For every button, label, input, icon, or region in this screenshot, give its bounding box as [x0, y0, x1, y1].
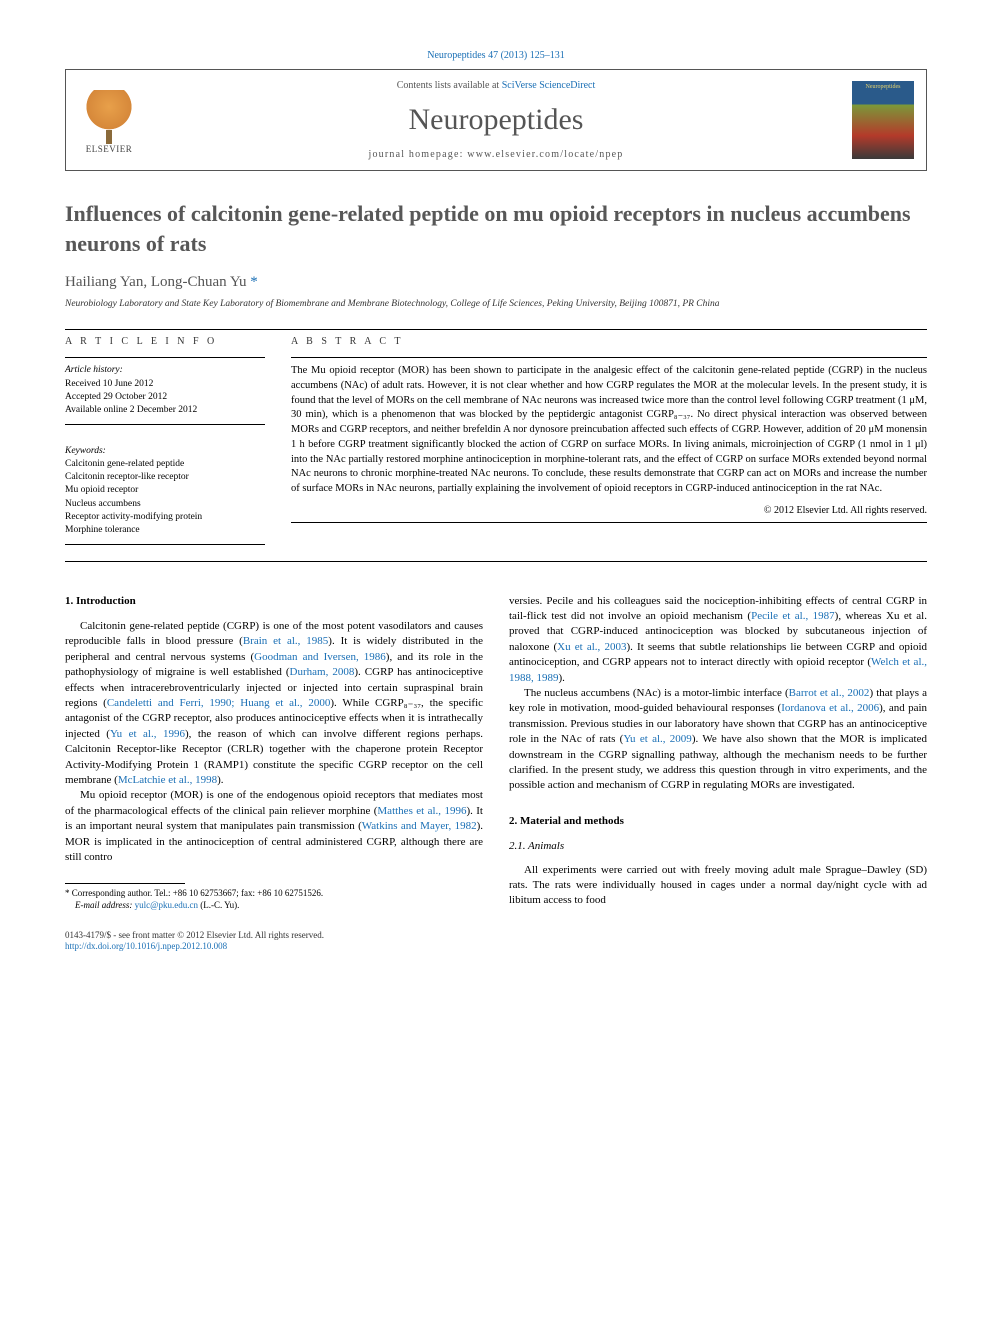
journal-homepage: journal homepage: www.elsevier.com/locat… [158, 149, 834, 160]
abstract-bottom-rule [291, 522, 927, 523]
article-info-heading: A R T I C L E I N F O [65, 336, 265, 347]
corresponding-footnote: * Corresponding author. Tel.: +86 10 627… [65, 888, 483, 911]
t: The nucleus accumbens (NAc) is a motor-l… [524, 687, 789, 699]
abstract-copyright: © 2012 Elsevier Ltd. All rights reserved… [291, 505, 927, 516]
keywords-block: Keywords: Calcitonin gene-related peptid… [65, 439, 265, 545]
bottom-bar: 0143-4179/$ - see front matter © 2012 El… [65, 930, 927, 953]
divider-top [65, 329, 927, 330]
t: ). [559, 672, 565, 684]
doi-link[interactable]: http://dx.doi.org/10.1016/j.npep.2012.10… [65, 941, 227, 951]
journal-cover-thumbnail[interactable]: Neuropeptides [852, 81, 914, 159]
history-online: Available online 2 December 2012 [65, 404, 265, 417]
email-label: E-mail address: [75, 900, 135, 910]
cite-goodman-1986[interactable]: Goodman and Iversen, 1986 [254, 651, 386, 663]
cover-title: Neuropeptides [852, 84, 914, 90]
cite-pecile-1987[interactable]: Pecile et al., 1987 [751, 610, 835, 622]
email-suffix: (L.-C. Yu). [198, 900, 239, 910]
contents-list-line: Contents lists available at SciVerse Sci… [158, 80, 834, 91]
elsevier-tree-icon [83, 90, 135, 138]
cite-barrot-2002[interactable]: Barrot et al., 2002 [789, 687, 870, 699]
article-history-block: Article history: Received 10 June 2012 A… [65, 357, 265, 424]
cite-brain-1985[interactable]: Brain et al., 1985 [243, 635, 328, 647]
footnote-corr-text: Corresponding author. Tel.: +86 10 62753… [72, 888, 323, 898]
intro-p3: The nucleus accumbens (NAc) is a motor-l… [509, 686, 927, 794]
keyword-5: Receptor activity-modifying protein [65, 511, 265, 524]
elsevier-label: ELSEVIER [86, 144, 133, 154]
intro-p2: Mu opioid receptor (MOR) is one of the e… [65, 788, 483, 865]
email-link[interactable]: yulc@pku.edu.cn [135, 900, 198, 910]
intro-p2-continued: versies. Pecile and his colleagues said … [509, 594, 927, 686]
cite-matthes-1996[interactable]: Matthes et al., 1996 [377, 805, 466, 817]
body-column-left: 1. Introduction Calcitonin gene-related … [65, 594, 483, 912]
corresponding-marker-link[interactable]: * [250, 274, 258, 290]
keyword-2: Calcitonin receptor-like receptor [65, 471, 265, 484]
contents-prefix: Contents lists available at [397, 80, 502, 91]
keywords-label: Keywords: [65, 445, 265, 458]
author-1: Hailiang Yan [65, 274, 143, 290]
keyword-4: Nucleus accumbens [65, 498, 265, 511]
journal-header-box: ELSEVIER Contents lists available at Sci… [65, 69, 927, 171]
authors-line: Hailiang Yan, Long-Chuan Yu * [65, 274, 927, 291]
footnote-marker: * [65, 888, 70, 898]
affiliation: Neurobiology Laboratory and State Key La… [65, 299, 927, 309]
t: All experiments were carried out with fr… [509, 864, 927, 907]
journal-reference: Neuropeptides 47 (2013) 125–131 [65, 50, 927, 61]
abstract-text: The Mu opioid receptor (MOR) has been sh… [291, 364, 927, 496]
cite-candeletti-huang[interactable]: Candeletti and Ferri, 1990; Huang et al.… [107, 697, 331, 709]
keyword-3: Mu opioid receptor [65, 484, 265, 497]
intro-p1: Calcitonin gene-related peptide (CGRP) i… [65, 619, 483, 788]
journal-name: Neuropeptides [158, 103, 834, 137]
author-2: Long-Chuan Yu [151, 274, 247, 290]
animals-heading: 2.1. Animals [509, 839, 927, 854]
article-title: Influences of calcitonin gene-related pe… [65, 199, 927, 258]
methods-heading: 2. Material and methods [509, 814, 927, 829]
cite-iordanova-2006[interactable]: Iordanova et al., 2006 [781, 702, 879, 714]
keyword-1: Calcitonin gene-related peptide [65, 458, 265, 471]
history-label: Article history: [65, 364, 265, 377]
cite-durham-2008[interactable]: Durham, 2008 [290, 666, 355, 678]
cite-mclatchie-1998[interactable]: McLatchie et al., 1998 [118, 774, 217, 786]
cite-yu-2009[interactable]: Yu et al., 2009 [623, 733, 691, 745]
abstract-top-rule [291, 357, 927, 358]
footnote-separator [65, 883, 185, 884]
cite-yu-1996[interactable]: Yu et al., 1996 [110, 728, 185, 740]
history-received: Received 10 June 2012 [65, 378, 265, 391]
sciencedirect-link[interactable]: SciVerse ScienceDirect [502, 80, 596, 91]
cite-xu-2003[interactable]: Xu et al., 2003 [557, 641, 626, 653]
elsevier-logo[interactable]: ELSEVIER [78, 86, 140, 154]
t: ). [217, 774, 223, 786]
divider-mid [65, 561, 927, 562]
animals-p1: All experiments were carried out with fr… [509, 863, 927, 909]
journal-ref-link[interactable]: Neuropeptides 47 (2013) 125–131 [427, 50, 564, 61]
intro-heading: 1. Introduction [65, 594, 483, 609]
cite-watkins-1982[interactable]: Watkins and Mayer, 1982 [362, 820, 477, 832]
keyword-6: Morphine tolerance [65, 524, 265, 537]
issn-line: 0143-4179/$ - see front matter © 2012 El… [65, 930, 927, 942]
body-column-right: versies. Pecile and his colleagues said … [509, 594, 927, 912]
abstract-heading: A B S T R A C T [291, 336, 927, 347]
history-accepted: Accepted 29 October 2012 [65, 391, 265, 404]
